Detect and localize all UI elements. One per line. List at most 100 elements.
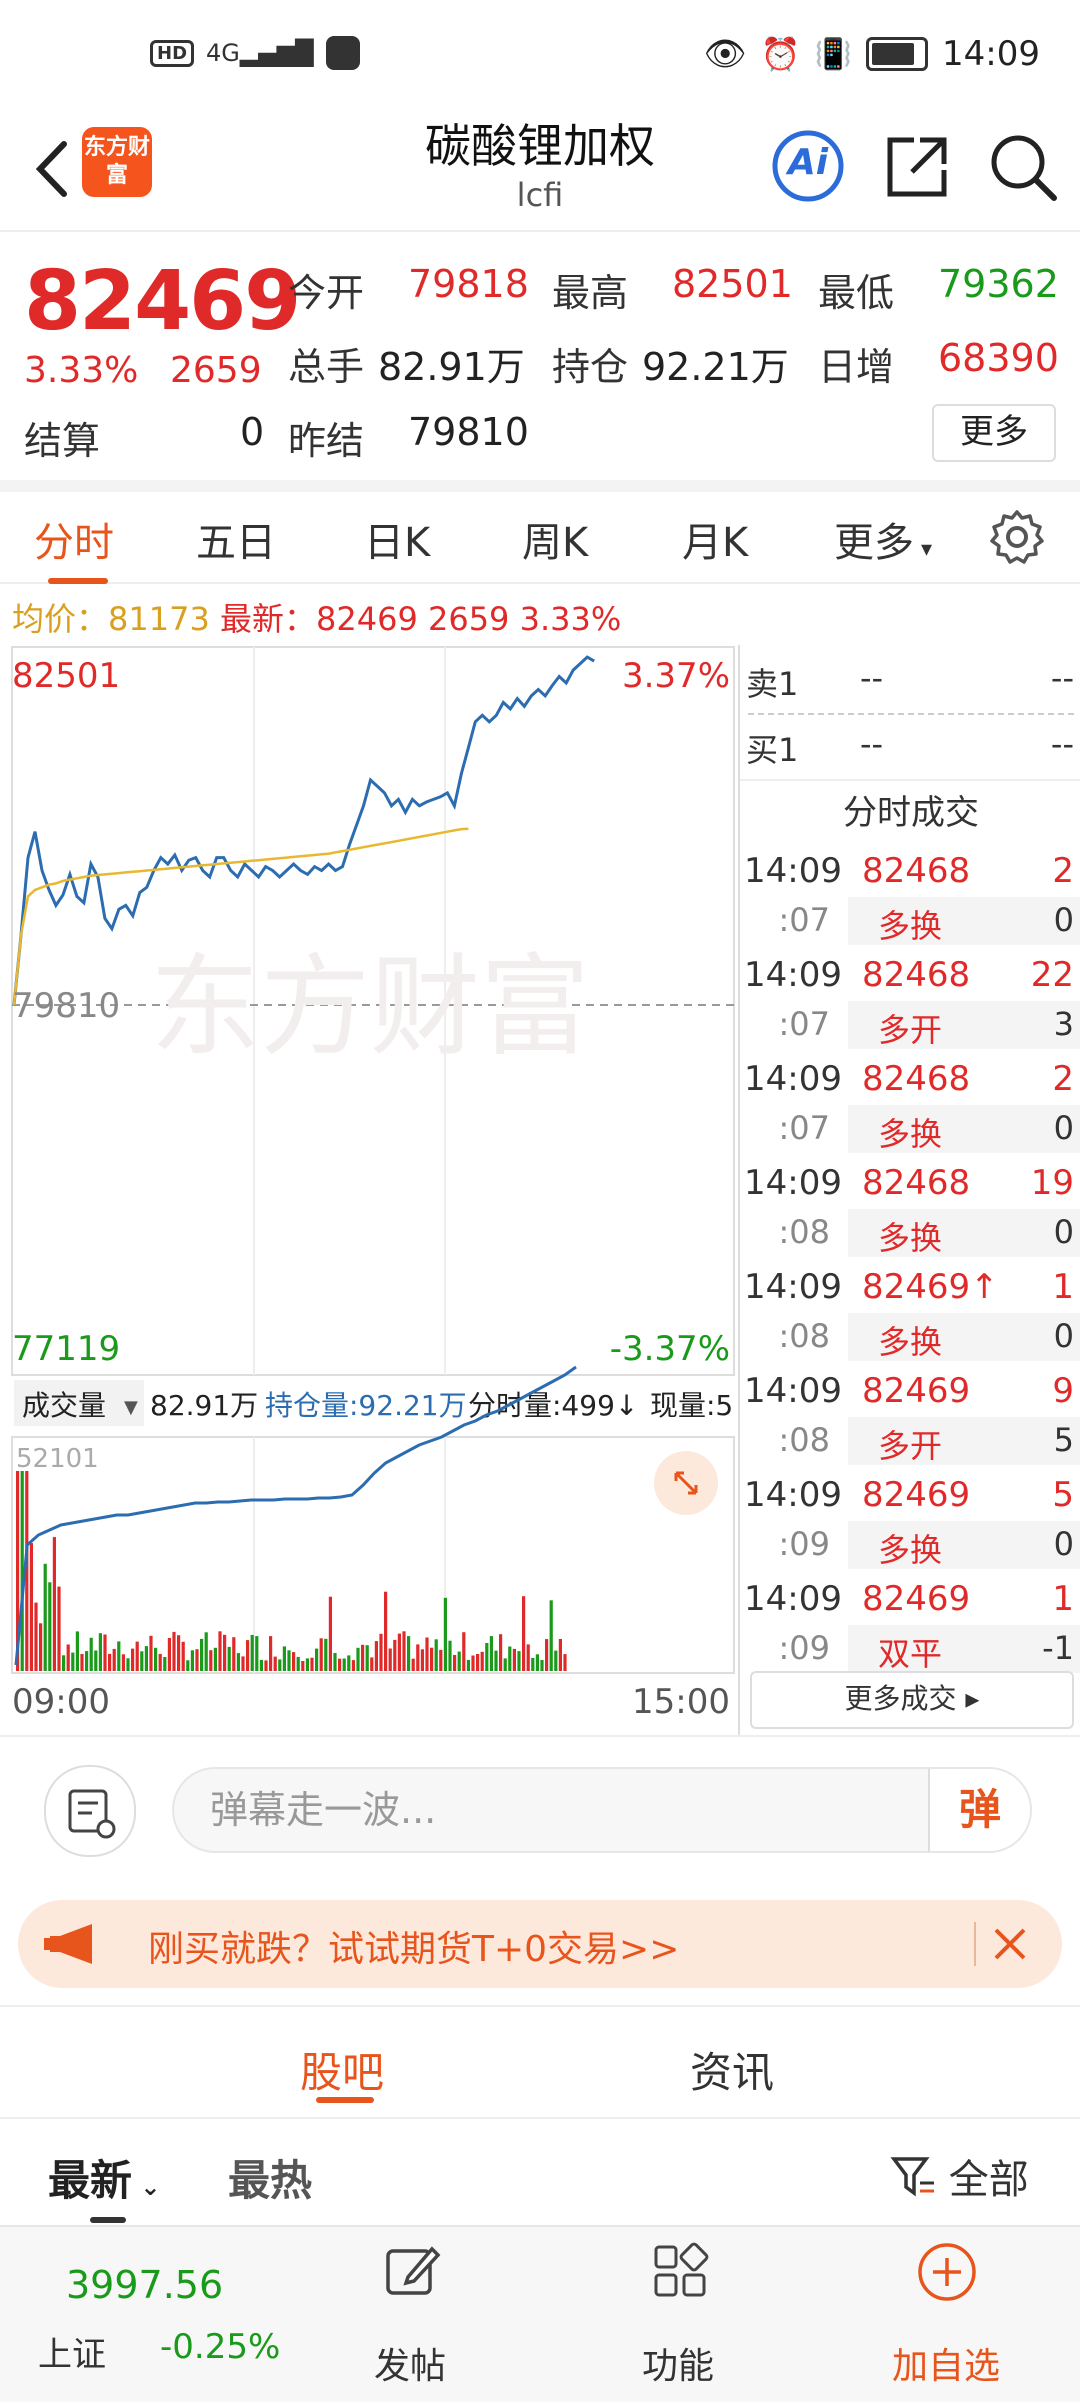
- volume-bar: [549, 1600, 553, 1671]
- volume-selector[interactable]: [14, 1380, 144, 1426]
- danmaku-toggle-button[interactable]: 弹: [928, 1769, 1030, 1851]
- volume-bar: [66, 1644, 70, 1671]
- sort-row: 最新 ⌄ 最热 全部: [0, 2115, 1080, 2225]
- volume-bar: [52, 1537, 56, 1671]
- volume-bar: [558, 1639, 562, 1671]
- tick-volume: 19: [1030, 1163, 1074, 1203]
- volume-bar: [531, 1657, 535, 1671]
- low-label: 最低: [818, 271, 895, 315]
- volume-bar: [167, 1638, 171, 1671]
- volume-bar: [25, 1471, 29, 1671]
- promo-text: 刚买就跌？试试期货T+0交易>>: [148, 1929, 680, 1970]
- settings-gear-icon[interactable]: [988, 508, 1046, 566]
- filter-icon: [890, 2157, 934, 2197]
- clock: 14:09: [942, 34, 1040, 74]
- tick-list-title: 分时成交: [843, 793, 979, 833]
- tab-forum[interactable]: 股吧: [300, 2048, 385, 2097]
- volume-bar: [20, 1471, 24, 1671]
- danmaku-input[interactable]: 弹幕走一波...: [172, 1767, 1032, 1853]
- volume-bar: [121, 1654, 125, 1671]
- volume-bar: [508, 1646, 512, 1671]
- search-icon[interactable]: [984, 128, 1060, 204]
- latest-change: 2659: [427, 600, 510, 638]
- volume-bar: [420, 1649, 424, 1671]
- volume-bar: [255, 1636, 259, 1671]
- sort-latest-label: 最新: [48, 2156, 133, 2205]
- intraday-chart[interactable]: 东方财富 82501 3.37% 79810 77119 -3.37% 成交量 …: [0, 645, 740, 1735]
- tab-monthly-k[interactable]: 月K: [682, 520, 749, 566]
- more-quote-button[interactable]: 更多: [932, 404, 1056, 462]
- low-value: 79362: [938, 262, 1059, 306]
- tab-intraday[interactable]: 分时: [34, 520, 114, 566]
- tick-row: 14:09 82468 2:07 多换 0: [740, 845, 1080, 949]
- tick-oi-change: -1: [1042, 1629, 1074, 1667]
- tab-five-day[interactable]: 五日: [196, 520, 276, 566]
- megaphone-icon: [44, 1924, 92, 1964]
- sort-latest[interactable]: 最新 ⌄: [48, 2147, 160, 2208]
- ai-assistant-icon[interactable]: Ai: [770, 128, 846, 204]
- tick-kind-bg: [848, 1313, 1080, 1361]
- volume-bar: [80, 1654, 84, 1671]
- volume-bar: [466, 1659, 470, 1671]
- filter-button[interactable]: 全部: [890, 2147, 1029, 2205]
- volume-bar: [108, 1653, 112, 1671]
- tab-daily-k[interactable]: 日K: [364, 520, 431, 566]
- volume-bar: [117, 1641, 121, 1671]
- promo-banner[interactable]: 刚买就跌？试试期货T+0交易>>: [18, 1900, 1062, 1988]
- prev-settle-value: 79810: [408, 410, 529, 454]
- volume-bar: [16, 1471, 20, 1671]
- volume-bar: [494, 1650, 498, 1671]
- volume-bar: [85, 1651, 89, 1671]
- high-label: 最高: [552, 271, 629, 315]
- tick-row: 14:09 82469 1:09 双平 -1: [740, 1573, 1080, 1677]
- more-trades-button[interactable]: 更多成交 ▸: [750, 1671, 1074, 1729]
- share-icon[interactable]: [880, 128, 956, 204]
- price-panel-frame: [11, 646, 735, 1376]
- tick-seconds: :07: [778, 1109, 831, 1147]
- tab-weekly-k[interactable]: 周K: [522, 520, 589, 566]
- volume-bar: [374, 1641, 378, 1671]
- tab-more-label: 更多: [834, 520, 914, 566]
- edit-icon: [386, 2246, 441, 2295]
- avg-label: 均价：: [12, 600, 109, 638]
- tick-oi-change: 0: [1053, 1525, 1074, 1563]
- volume-bar: [200, 1638, 204, 1671]
- tick-row: 14:09 82468 2:07 多换 0: [740, 1053, 1080, 1157]
- tick-kind-bg: [848, 1625, 1080, 1673]
- volume-bar: [416, 1644, 420, 1671]
- tick-seconds: :09: [778, 1629, 831, 1667]
- last-price: 82469: [24, 254, 301, 349]
- app-logo: 东方财富: [82, 127, 152, 197]
- battery-icon: [866, 37, 929, 71]
- danmaku-list-icon[interactable]: [44, 1765, 136, 1857]
- open-interest-text: 持仓量:92.21万: [265, 1389, 467, 1422]
- prev-settle-label: 昨结: [288, 419, 365, 463]
- volume-panel-frame: [11, 1436, 735, 1674]
- volume-bar: [485, 1643, 489, 1671]
- volume-bar: [246, 1640, 250, 1671]
- tick-price: 82468: [862, 955, 971, 995]
- eye-icon: 👁: [703, 34, 747, 74]
- volume-bar: [397, 1633, 401, 1671]
- functions-label: 功能: [641, 2346, 714, 2387]
- tick-kind: 多开: [878, 1427, 943, 1465]
- tick-kind-bg: [848, 1417, 1080, 1465]
- volume-bar: [526, 1644, 530, 1671]
- signal-icon: 4G▂▄▆█: [206, 39, 314, 67]
- tick-volume: 1: [1052, 1579, 1074, 1619]
- index-value: 3997.56: [66, 2263, 224, 2307]
- add-watchlist-label: 加自选: [891, 2346, 1000, 2387]
- volume-bar: [209, 1650, 213, 1671]
- close-icon[interactable]: [990, 1924, 1030, 1964]
- volume-bar: [98, 1633, 102, 1671]
- sort-hot[interactable]: 最热: [228, 2156, 313, 2205]
- volume-bar: [393, 1639, 397, 1671]
- tab-news[interactable]: 资讯: [690, 2048, 775, 2097]
- volume-bar: [71, 1652, 75, 1671]
- buy1-vol: --: [1050, 725, 1074, 763]
- tab-more[interactable]: 更多 ▾: [834, 510, 932, 568]
- tick-time: 14:09: [744, 1371, 842, 1411]
- chart-bottom-price: 77119: [12, 1329, 120, 1369]
- back-arrow-icon[interactable]: [26, 134, 86, 204]
- expand-icon: [674, 1471, 698, 1495]
